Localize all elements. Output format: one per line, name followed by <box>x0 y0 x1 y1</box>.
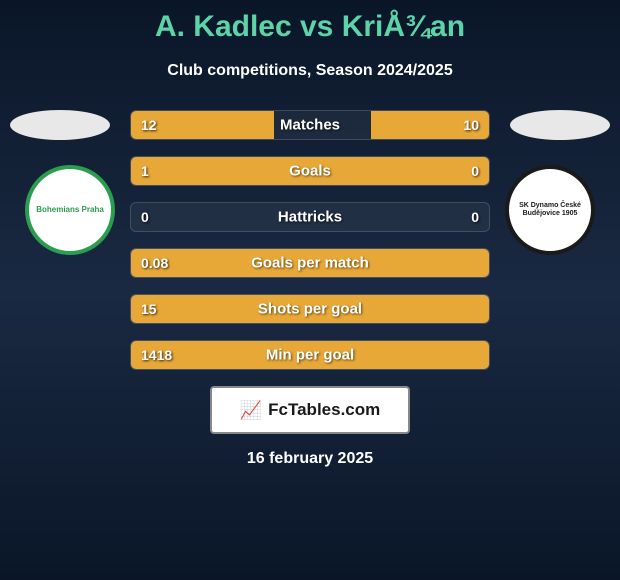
club-badge-left-label: Bohemians Praha <box>36 206 104 215</box>
stat-value-left: 0.08 <box>141 255 168 271</box>
stat-row-shots-per-goal: 15 Shots per goal <box>130 294 490 324</box>
stat-bar-right <box>428 157 489 185</box>
stat-label: Min per goal <box>266 347 354 364</box>
source-logo: 📈 FcTables.com <box>210 386 410 434</box>
club-badge-right: SK Dynamo České Budějovice 1905 <box>505 165 595 255</box>
stat-row-hattricks: 0 Hattricks 0 <box>130 202 490 232</box>
stat-value-left: 12 <box>141 117 157 133</box>
stat-bar-left <box>131 157 428 185</box>
stat-row-goals: 1 Goals 0 <box>130 156 490 186</box>
stat-label: Hattricks <box>278 209 342 226</box>
date-label: 16 february 2025 <box>0 450 620 468</box>
stat-value-left: 15 <box>141 301 157 317</box>
stat-row-matches: 12 Matches 10 <box>130 110 490 140</box>
stat-value-right: 0 <box>471 163 479 179</box>
stat-label: Matches <box>280 117 340 134</box>
stat-label: Goals per match <box>251 255 369 272</box>
page-subtitle: Club competitions, Season 2024/2025 <box>0 62 620 80</box>
stat-row-goals-per-match: 0.08 Goals per match <box>130 248 490 278</box>
stat-value-left: 1 <box>141 163 149 179</box>
stat-label: Shots per goal <box>258 301 362 318</box>
chart-icon: 📈 <box>240 400 262 421</box>
stats-bars: 12 Matches 10 1 Goals 0 0 Hattricks 0 0.… <box>130 110 490 370</box>
stat-value-right: 10 <box>463 117 479 133</box>
stat-value-left: 1418 <box>141 347 172 363</box>
stat-row-min-per-goal: 1418 Min per goal <box>130 340 490 370</box>
club-badge-left: Bohemians Praha <box>25 165 115 255</box>
stat-value-left: 0 <box>141 209 149 225</box>
player-photo-left <box>10 110 110 140</box>
stat-label: Goals <box>289 163 331 180</box>
stat-value-right: 0 <box>471 209 479 225</box>
club-badge-right-label: SK Dynamo České Budějovice 1905 <box>509 198 591 221</box>
content-area: Bohemians Praha SK Dynamo České Budějovi… <box>0 110 620 468</box>
page-title: A. Kadlec vs KriÅ¾an <box>0 0 620 44</box>
source-logo-text: FcTables.com <box>268 400 380 420</box>
player-photo-right <box>510 110 610 140</box>
